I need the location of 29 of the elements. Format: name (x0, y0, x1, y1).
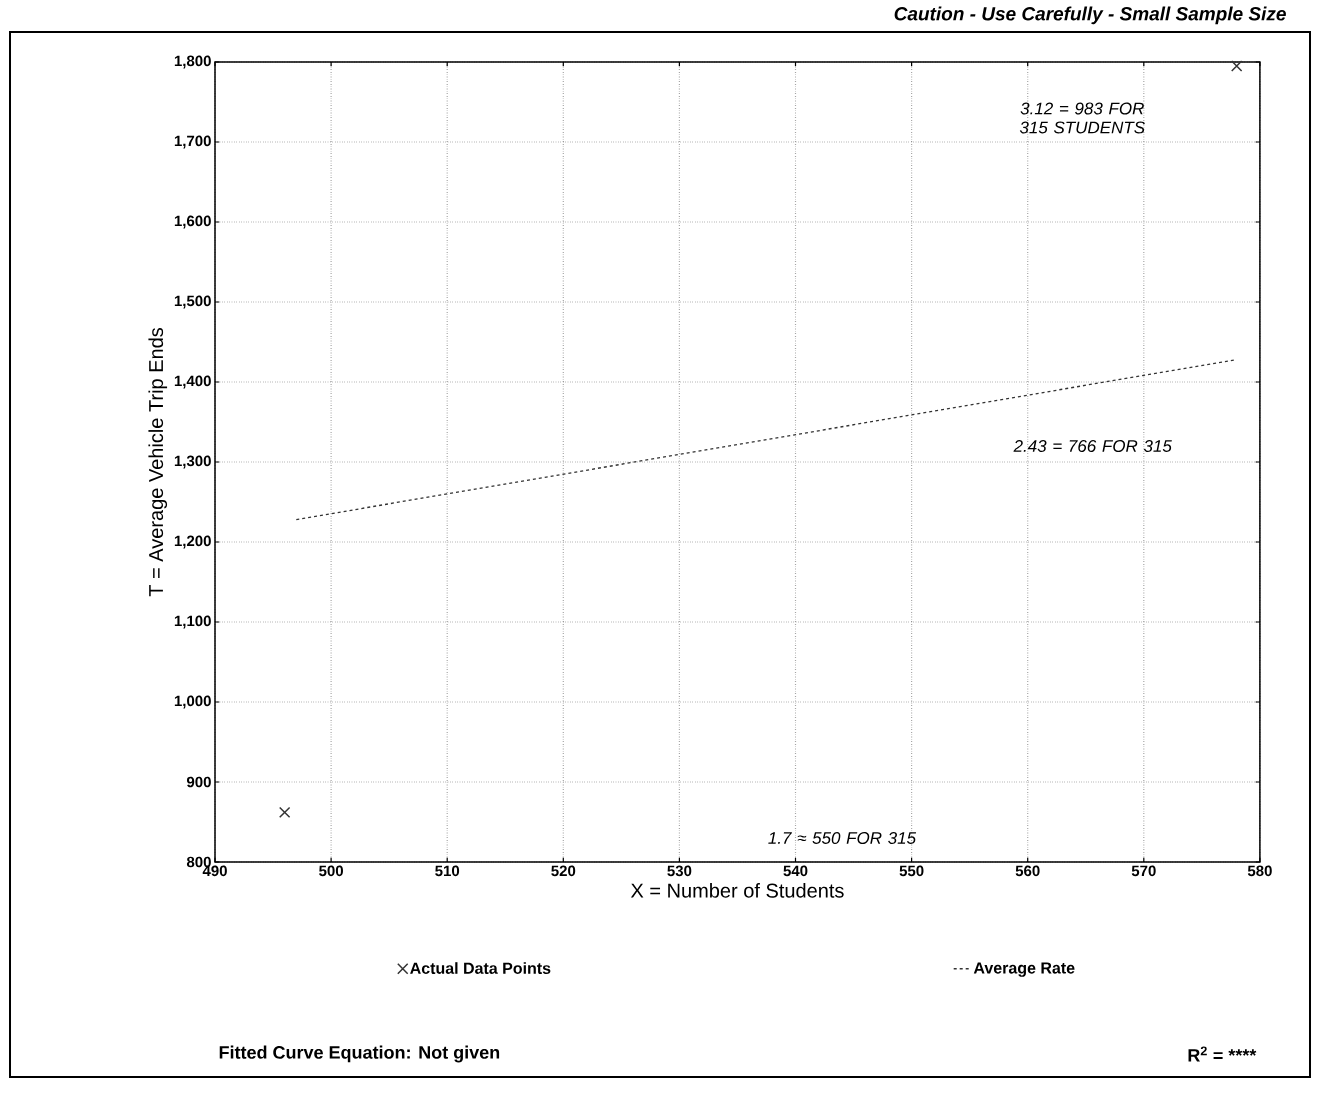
y-tick-label: 1,500 (174, 295, 211, 309)
x-tick-label: 580 (1247, 865, 1272, 877)
annotation: 3.12 = 983 FOR 315 STUDENTS (1019, 102, 1145, 134)
y-tick-label: 1,200 (174, 535, 211, 549)
y-tick-label: 1,100 (174, 615, 211, 629)
legend-label: Actual Data Points (410, 962, 551, 974)
text: R$^{2}$ = **** (1188, 1046, 1257, 1062)
x-tick-label: 540 (783, 865, 808, 877)
text: Fitted Curve Equation: Not given (219, 1045, 500, 1063)
x-tick-label: 530 (667, 865, 692, 877)
x-tick-label: 510 (435, 865, 460, 877)
annotation: 1.7 ≈ 550 FOR 315 (768, 831, 917, 845)
y-tick-label: 1,400 (174, 375, 211, 389)
y-tick-label: 1,300 (174, 455, 211, 469)
annotation: 2.43 = 766 FOR 315 (1013, 439, 1172, 453)
x-axis-title: X = Number of Students (630, 883, 844, 898)
y-tick-label: 1,000 (174, 695, 211, 709)
y-tick-label: 900 (186, 776, 211, 788)
x-tick-label: 520 (551, 865, 576, 877)
y-tick-label: 1,800 (174, 55, 211, 69)
y-axis-title: T = Average Vehicle Trip Ends (148, 327, 168, 597)
x-tick-label: 500 (319, 865, 343, 877)
y-tick-label: 1,600 (174, 215, 211, 229)
x-tick-label: 550 (899, 865, 924, 877)
y-tick-label: 1,700 (174, 135, 211, 149)
legend-label: Average Rate (973, 962, 1075, 977)
x-tick-label: 570 (1131, 865, 1156, 877)
x-tick-label: 560 (1015, 865, 1040, 877)
chart-subtitle: Caution - Use Carefully - Small Sample Size (894, 6, 1286, 25)
